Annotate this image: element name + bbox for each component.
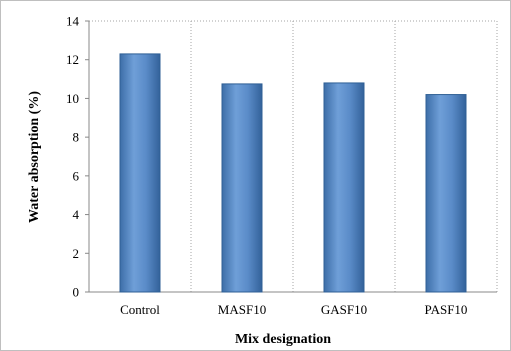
y-tick-label: 12 — [66, 52, 79, 67]
y-tick-label: 6 — [73, 168, 80, 183]
y-tick-label: 2 — [73, 246, 80, 261]
x-tick-label: PASF10 — [425, 302, 468, 317]
gridlines — [89, 20, 498, 292]
bars — [119, 53, 467, 293]
x-axis-title: Mix designation — [235, 332, 331, 347]
bar-pasf10 — [425, 94, 467, 293]
y-tick-label: 14 — [66, 14, 80, 29]
bar-gasf10 — [323, 82, 365, 293]
y-tick-label: 0 — [73, 285, 80, 300]
y-axis-title: Water absorption (%) — [27, 91, 42, 223]
bar-control — [119, 53, 161, 293]
y-tick-label: 10 — [66, 91, 79, 106]
x-tick-label: Control — [120, 302, 160, 317]
x-tick-label: GASF10 — [321, 302, 367, 317]
x-tick-labels: Control MASF10 GASF10 PASF10 — [120, 302, 467, 317]
bar-masf10 — [221, 83, 263, 293]
y-tick-label: 4 — [73, 207, 80, 222]
x-tick-label: MASF10 — [218, 302, 266, 317]
y-tick-label: 8 — [73, 130, 80, 145]
y-tick-labels: 0 2 4 6 8 10 12 14 — [66, 14, 89, 300]
